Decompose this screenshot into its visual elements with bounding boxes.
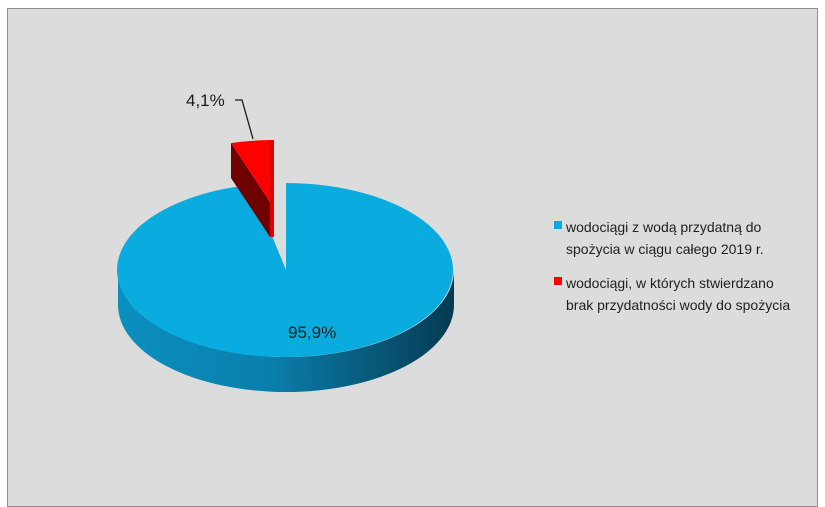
leader-line (235, 99, 254, 140)
legend: wodociągi z wodą przydatną do spożycia w … (554, 216, 822, 328)
data-label-blue: 95,9% (288, 323, 336, 342)
legend-swatch-red (554, 277, 562, 285)
slice-blue (117, 183, 454, 357)
slice-red-face (270, 140, 274, 237)
legend-label: wodociągi, w których stwierdzano brak prz… (566, 275, 791, 313)
slice-blue-side (118, 270, 454, 392)
legend-item: wodociągi, w których stwierdzano brak prz… (554, 272, 822, 316)
legend-label: wodociągi z wodą przydatną do spożycia w … (566, 219, 764, 257)
legend-swatch-blue (554, 221, 562, 229)
slice-red-side (231, 143, 270, 237)
slice-red (231, 140, 270, 202)
legend-item: wodociągi z wodą przydatną do spożycia w … (554, 216, 822, 260)
data-label-red: 4,1% (186, 91, 225, 110)
